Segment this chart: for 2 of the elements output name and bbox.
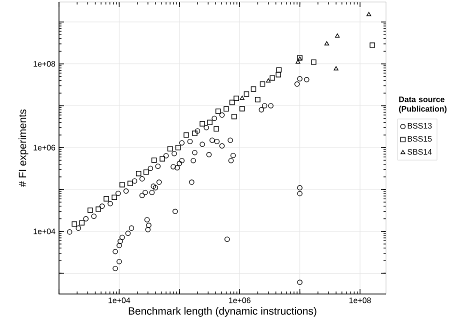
x-axis-title: Benchmark length (dynamic instructions)	[128, 307, 316, 317]
y-axis-title: # FI experiments	[18, 109, 28, 187]
